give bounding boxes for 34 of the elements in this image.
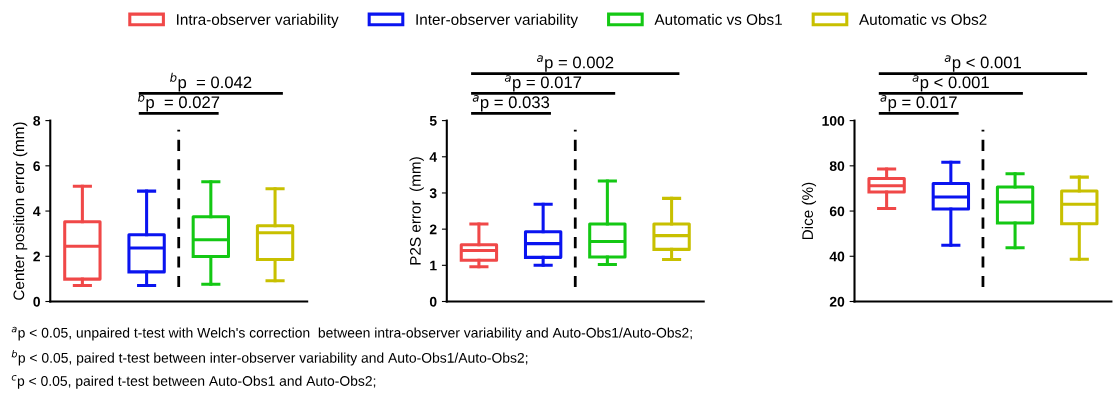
y-tick-label: 20 (829, 296, 845, 307)
text: $^{a}$p = 0.033 (472, 95, 550, 112)
y-tick-label: 2 (33, 251, 40, 262)
y-tick-label: 8 (33, 115, 41, 126)
legend-label: Automatic vs Obs1 (654, 13, 782, 25)
legend-label: Inter-observer variability (416, 13, 579, 28)
text: $^{a}$p = 0.017 (880, 95, 957, 112)
text: $^{b}$p = 0.042 (170, 72, 252, 92)
y-tick-label: 4 (33, 206, 41, 217)
y-tick-label: 5 (429, 116, 437, 126)
y-tick-label: 1 (430, 260, 437, 271)
y-tick-label: 100 (822, 115, 845, 126)
y-tick-label: 80 (829, 161, 845, 171)
y-axis-title: P2S error (mm) (409, 157, 424, 265)
y-tick-label: 6 (33, 161, 41, 171)
y-tick-label: 0 (429, 296, 437, 307)
legend-label: Automatic vs Obs2 (859, 13, 987, 25)
text: $^{b}$p = 0.027 (137, 92, 220, 112)
y-tick-label: 2 (429, 224, 437, 235)
legend-label: Intra-observer variability (177, 13, 339, 28)
text: $^{a}$p < 0.001 (912, 75, 989, 92)
y-tick-label: 60 (829, 206, 845, 217)
text: $^{b}$p < 0.05, paired t-test between inter-observer variability and Auto-Obs1/Auto-Obs2; (11, 349, 528, 366)
y-axis-title: Dice (%) (801, 182, 817, 240)
text: $^{a}$p < 0.001 (944, 55, 1021, 72)
y-tick-label: 4 (429, 152, 437, 162)
text: $^{a}$p = 0.002 (536, 55, 614, 72)
y-tick-label: 3 (429, 188, 437, 199)
text: $^{a}$p = 0.017 (504, 75, 582, 92)
y-tick-label: 40 (829, 251, 845, 262)
y-axis-title: Center position error (mm) (13, 122, 28, 300)
text: $^{c}$p < 0.05, paired t-test between Auto-Obs1 and Auto-Obs2; (11, 375, 376, 389)
y-tick-label: 0 (33, 296, 40, 307)
text: $^{a}$p < 0.05, unpaired t-test with Welch's correction between intra-observer variability and Auto-Obs1/Auto-Obs2; (11, 326, 692, 341)
